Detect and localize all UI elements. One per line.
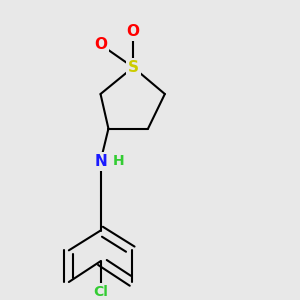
Text: H: H: [112, 154, 124, 168]
Text: O: O: [94, 37, 107, 52]
Text: Cl: Cl: [93, 285, 108, 299]
Text: O: O: [127, 24, 140, 39]
Text: N: N: [94, 154, 107, 169]
Text: S: S: [128, 60, 139, 75]
